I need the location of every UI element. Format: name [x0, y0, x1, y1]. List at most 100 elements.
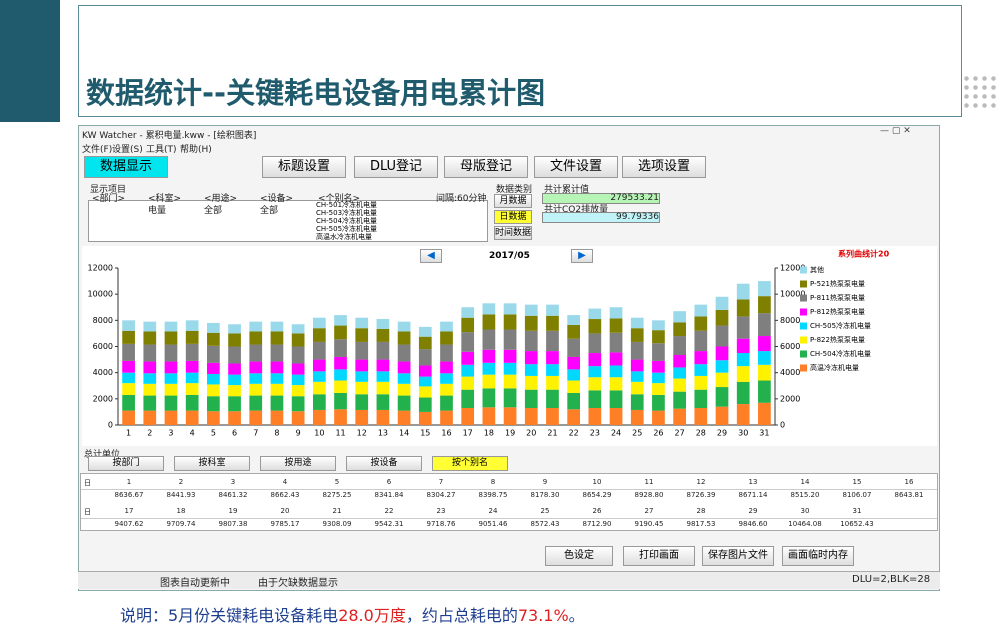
- menu-item[interactable]: 文件(F): [82, 145, 113, 155]
- day-value: 8712.90: [582, 520, 612, 528]
- co2-value: 99.79336: [542, 212, 660, 223]
- unit-button[interactable]: 按个别名: [432, 456, 508, 471]
- status-bar: [78, 571, 940, 589]
- name-item[interactable]: CH-503冷冻机电量: [316, 209, 378, 217]
- caption-text: 。: [568, 606, 585, 625]
- day-value: 8726.39: [686, 491, 716, 499]
- day-header: 31: [852, 507, 862, 515]
- dots: [962, 74, 998, 110]
- name-item[interactable]: CH-504冷冻机电量: [316, 217, 378, 225]
- name-item[interactable]: CH-501冷冻机电量: [316, 201, 378, 209]
- toolbar-button[interactable]: 文件设置: [534, 156, 618, 178]
- day-value: 8643.81: [894, 491, 924, 499]
- day-header: 2: [178, 478, 184, 486]
- name-item[interactable]: 高温水冷冻机电量: [316, 233, 372, 241]
- total-value: 279533.21: [542, 193, 660, 204]
- toolbar-button[interactable]: 选项设置: [622, 156, 706, 178]
- toolbar-button[interactable]: 数据显示: [84, 156, 168, 178]
- day-value: 8178.30: [530, 491, 560, 499]
- day-value: 8441.93: [166, 491, 196, 499]
- interval: 间隔:60分钟: [436, 194, 487, 204]
- day-header: 5: [334, 478, 340, 486]
- period: 2017/05: [489, 251, 530, 261]
- filter-column: <用途>: [204, 194, 238, 204]
- name-item[interactable]: CH-505冷冻机电量: [316, 225, 378, 233]
- day-value: 9785.17: [270, 520, 300, 528]
- action-button[interactable]: 打印画面: [623, 546, 695, 566]
- caption-text: 说明：5月份关键耗电设备耗电: [120, 606, 339, 625]
- caption-highlight: 73.1%: [517, 606, 569, 625]
- status-text: DLU=2,BLK=28: [852, 574, 931, 585]
- unit-button[interactable]: 按科室: [174, 456, 250, 471]
- day-header: 18: [176, 507, 186, 515]
- day-value: 8636.67: [114, 491, 144, 499]
- day-value: 9817.53: [686, 520, 716, 528]
- day-value: 8671.14: [738, 491, 768, 499]
- day-header: 9: [542, 478, 548, 486]
- caption-highlight: 28.0万度: [338, 606, 406, 625]
- day-header: 20: [280, 507, 290, 515]
- window-title: KW Watcher - 累积电量.kww - [绘积图表]: [82, 131, 257, 141]
- data-type-label: 数据类别: [496, 185, 533, 195]
- action-button[interactable]: 保存图片文件: [702, 546, 774, 566]
- day-header: 7: [438, 478, 444, 486]
- filter-list[interactable]: [88, 200, 488, 242]
- day-value: 10652.43: [840, 520, 874, 528]
- next-button[interactable]: ▶: [571, 249, 593, 263]
- data-type-button[interactable]: 月数据: [494, 194, 532, 208]
- window-controls[interactable]: — ▢ ✕: [880, 126, 911, 136]
- day-value: 8662.43: [270, 491, 300, 499]
- day-value: 9407.62: [114, 520, 144, 528]
- filter-column: <部门>: [92, 194, 126, 204]
- filter-column: <科室>: [148, 194, 182, 204]
- title-frame: [78, 5, 962, 117]
- unit-button[interactable]: 按用途: [260, 456, 336, 471]
- menu-item[interactable]: 设置(S): [112, 145, 143, 155]
- menu-item[interactable]: 工具(T): [146, 145, 177, 155]
- day-header: 29: [748, 507, 758, 515]
- day-value: 10464.08: [788, 520, 822, 528]
- unit-button[interactable]: 按设备: [346, 456, 422, 471]
- day-header: 24: [488, 507, 498, 515]
- day-header: 26: [592, 507, 602, 515]
- day-header: 28: [696, 507, 706, 515]
- day-header: 11: [644, 478, 654, 486]
- day-value: 9190.45: [634, 520, 664, 528]
- prev-button[interactable]: ◀: [420, 249, 442, 263]
- filter-value: 电量: [148, 206, 167, 216]
- co2-label: 共计CO2排放量: [544, 205, 609, 215]
- toolbar-button[interactable]: 母版登记: [444, 156, 528, 178]
- day-value: 8341.84: [374, 491, 404, 499]
- menu-item[interactable]: 帮助(H): [180, 145, 212, 155]
- data-type-button[interactable]: 日数据: [494, 210, 532, 224]
- row-label: 日: [84, 479, 91, 487]
- day-value: 9308.09: [322, 520, 352, 528]
- day-header: 30: [800, 507, 810, 515]
- action-button[interactable]: 色设定: [545, 546, 613, 566]
- row-label: 日: [84, 508, 91, 516]
- toolbar-button[interactable]: 标题设置: [262, 156, 346, 178]
- day-header: 14: [800, 478, 810, 486]
- toolbar-button[interactable]: DLU登记: [354, 156, 438, 178]
- day-value: 8461.32: [218, 491, 248, 499]
- caption: 说明：5月份关键耗电设备耗电28.0万度，约占总耗电的73.1%。: [120, 602, 585, 626]
- day-header: 16: [904, 478, 914, 486]
- day-header: 25: [540, 507, 550, 515]
- name-list[interactable]: CH-501冷冻机电量 CH-503冷冻机电量 CH-504冷冻机电量 CH-5…: [316, 201, 472, 241]
- unit-button[interactable]: 按部门: [88, 456, 164, 471]
- filter-value: 全部: [260, 206, 279, 216]
- day-value: 9718.76: [426, 520, 456, 528]
- day-header: 19: [228, 507, 238, 515]
- action-button[interactable]: 画面临时内存: [782, 546, 854, 566]
- day-header: 17: [124, 507, 134, 515]
- day-value: 9846.60: [738, 520, 768, 528]
- data-type-button[interactable]: 时间数据: [494, 226, 532, 240]
- day-value: 8304.27: [426, 491, 456, 499]
- filter-column: <设备>: [260, 194, 294, 204]
- units-label: 总计单位: [84, 450, 121, 460]
- slide-title: 数据统计--关键耗电设备用电累计图: [86, 76, 546, 110]
- day-value: 8398.75: [478, 491, 508, 499]
- data-table: 日 1 8636.67 2 8441.93 3 8461.32 4 8662.43 5 8275.2…: [80, 473, 938, 531]
- slide-accent: [0, 0, 60, 122]
- chart-panel: [82, 246, 937, 446]
